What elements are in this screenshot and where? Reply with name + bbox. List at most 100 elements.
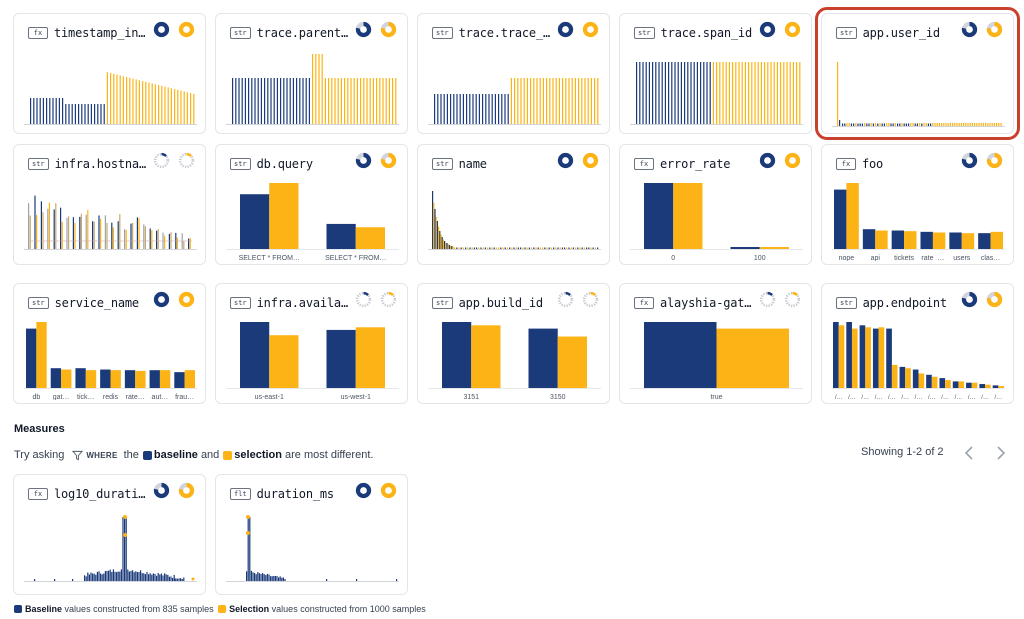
- field-card[interactable]: str db.query SELECT * FROM… SELECT * FROM…: [215, 144, 408, 265]
- baseline-donut-icon[interactable]: [557, 152, 574, 169]
- selection-bar[interactable]: [36, 322, 47, 388]
- baseline-donut-icon[interactable]: [961, 291, 978, 308]
- chevron-left-icon[interactable]: [961, 444, 979, 462]
- field-card[interactable]: str infra.availa… us-east-1 us-west-1: [215, 283, 408, 404]
- selection-bar[interactable]: [878, 327, 885, 388]
- baseline-bar[interactable]: [978, 233, 991, 249]
- baseline-bar[interactable]: [528, 328, 558, 388]
- baseline-donut-icon[interactable]: [153, 152, 170, 169]
- selection-bar[interactable]: [904, 231, 917, 249]
- distribution-chart[interactable]: db gat… tick… redis rate… aut… frau…: [24, 316, 197, 400]
- selection-bar[interactable]: [110, 370, 121, 388]
- selection-bar[interactable]: [471, 325, 501, 388]
- baseline-bar[interactable]: [966, 382, 972, 388]
- distribution-chart[interactable]: SELECT * FROM… SELECT * FROM…: [226, 177, 399, 261]
- selection-bar[interactable]: [355, 227, 385, 249]
- selection-bar[interactable]: [159, 370, 171, 388]
- distribution-chart[interactable]: [24, 177, 197, 261]
- distribution-chart[interactable]: [226, 507, 399, 591]
- selection-bar[interactable]: [961, 233, 975, 249]
- selection-bar[interactable]: [891, 364, 898, 388]
- selection-donut-icon[interactable]: [178, 21, 195, 38]
- field-card[interactable]: str trace.trace_…: [417, 13, 610, 134]
- selection-donut-icon[interactable]: [380, 291, 397, 308]
- selection-bar[interactable]: [355, 327, 385, 388]
- baseline-bar[interactable]: [75, 368, 86, 388]
- field-card[interactable]: fx error_rate 0 100: [619, 144, 812, 265]
- selection-donut-icon[interactable]: [380, 21, 397, 38]
- baseline-bar[interactable]: [926, 374, 932, 388]
- baseline-bar[interactable]: [100, 369, 111, 388]
- selection-bar[interactable]: [990, 231, 1003, 249]
- chevron-right-icon[interactable]: [991, 444, 1009, 462]
- distribution-chart[interactable]: [832, 46, 1005, 130]
- selection-donut-icon[interactable]: [582, 21, 599, 38]
- baseline-donut-icon[interactable]: [153, 21, 170, 38]
- baseline-bar[interactable]: [644, 322, 717, 388]
- baseline-bar[interactable]: [846, 322, 852, 388]
- baseline-donut-icon[interactable]: [759, 291, 776, 308]
- distribution-chart[interactable]: 0 100: [630, 177, 803, 261]
- field-card[interactable]: fx alayshia-gat… true: [619, 283, 812, 404]
- selection-bar[interactable]: [998, 386, 1004, 388]
- selection-bar[interactable]: [865, 327, 871, 388]
- selection-donut-icon[interactable]: [784, 21, 801, 38]
- baseline-donut-icon[interactable]: [557, 21, 574, 38]
- distribution-chart[interactable]: [24, 507, 197, 591]
- selection-bar[interactable]: [851, 328, 858, 388]
- baseline-donut-icon[interactable]: [355, 291, 372, 308]
- baseline-donut-icon[interactable]: [759, 152, 776, 169]
- baseline-bar[interactable]: [979, 384, 986, 388]
- baseline-bar[interactable]: [50, 368, 62, 388]
- selection-donut-icon[interactable]: [178, 152, 195, 169]
- baseline-donut-icon[interactable]: [961, 152, 978, 169]
- selection-bar[interactable]: [918, 373, 925, 388]
- selection-bar[interactable]: [759, 247, 789, 249]
- selection-bar[interactable]: [838, 325, 845, 388]
- baseline-bar[interactable]: [949, 232, 962, 250]
- field-card[interactable]: fx timestamp_in…: [13, 13, 206, 134]
- baseline-bar[interactable]: [886, 328, 892, 388]
- distribution-chart[interactable]: nope api tickets rate_… users clas…: [832, 177, 1005, 261]
- distribution-chart[interactable]: /… /… /… /… /… /… /… /… /… /… /… /… /…: [832, 316, 1005, 400]
- baseline-bar[interactable]: [833, 322, 839, 388]
- baseline-donut-icon[interactable]: [759, 21, 776, 38]
- selection-bar[interactable]: [557, 336, 587, 388]
- field-card[interactable]: fx log10_durati…: [13, 474, 206, 595]
- field-card[interactable]: str infra.hostna…: [13, 144, 206, 265]
- selection-bar[interactable]: [135, 370, 146, 388]
- field-card[interactable]: str name: [417, 144, 610, 265]
- baseline-bar[interactable]: [952, 381, 959, 388]
- baseline-donut-icon[interactable]: [355, 21, 372, 38]
- baseline-bar[interactable]: [899, 366, 906, 388]
- baseline-bar[interactable]: [939, 378, 946, 388]
- selection-donut-icon[interactable]: [582, 291, 599, 308]
- selection-bar[interactable]: [846, 183, 859, 249]
- baseline-bar[interactable]: [326, 329, 356, 388]
- baseline-bar[interactable]: [730, 247, 760, 249]
- baseline-donut-icon[interactable]: [153, 482, 170, 499]
- field-card[interactable]: fx foo nope api tickets rate_… users clas…: [821, 144, 1014, 265]
- selection-bar[interactable]: [931, 376, 938, 388]
- selection-bar[interactable]: [184, 370, 195, 388]
- selection-donut-icon[interactable]: [380, 152, 397, 169]
- baseline-bar[interactable]: [891, 230, 905, 249]
- field-card[interactable]: str app.build_id 3151 3150: [417, 283, 610, 404]
- baseline-donut-icon[interactable]: [153, 291, 170, 308]
- baseline-bar[interactable]: [124, 370, 136, 388]
- field-card[interactable]: str trace.parent…: [215, 13, 408, 134]
- baseline-bar[interactable]: [644, 183, 674, 249]
- distribution-chart[interactable]: [630, 46, 803, 130]
- field-card[interactable]: str app.user_id: [815, 7, 1020, 140]
- selection-bar[interactable]: [673, 183, 703, 249]
- field-card[interactable]: str service_name db gat… tick… redis rate… aut……: [13, 283, 206, 404]
- selection-donut-icon[interactable]: [582, 152, 599, 169]
- baseline-donut-icon[interactable]: [557, 291, 574, 308]
- selection-bar[interactable]: [945, 380, 951, 388]
- selection-donut-icon[interactable]: [784, 152, 801, 169]
- baseline-bar[interactable]: [862, 229, 876, 249]
- selection-bar[interactable]: [905, 368, 911, 388]
- distribution-chart[interactable]: true: [630, 316, 803, 400]
- baseline-bar[interactable]: [442, 322, 472, 388]
- selection-donut-icon[interactable]: [986, 21, 1003, 38]
